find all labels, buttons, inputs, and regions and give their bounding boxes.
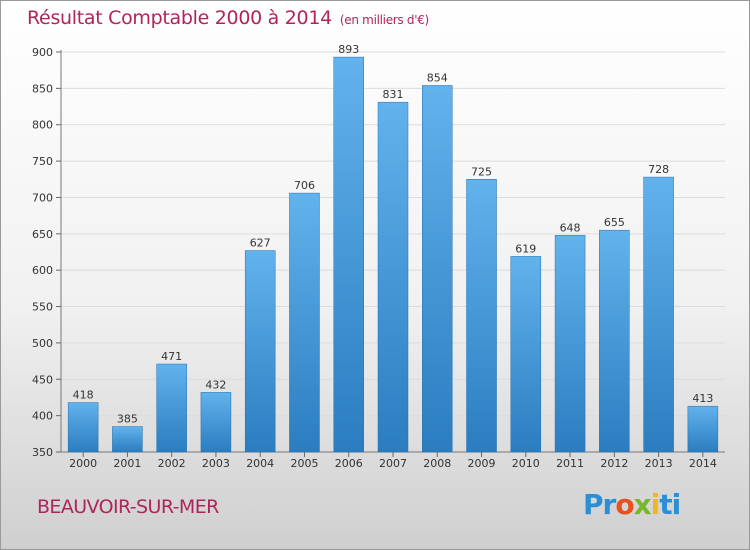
y-tick-label: 350 <box>32 446 53 459</box>
x-tick-label: 2008 <box>423 457 451 470</box>
bar <box>466 179 497 453</box>
bar <box>643 176 674 453</box>
bar-value-label: 854 <box>427 71 448 84</box>
chart-subtitle: (en milliers d'€) <box>339 13 429 27</box>
bar <box>244 250 276 453</box>
x-tick-label: 2000 <box>69 457 97 470</box>
bar <box>67 402 99 453</box>
bar-value-label: 627 <box>250 237 271 250</box>
bar <box>156 363 187 453</box>
bar <box>289 192 320 453</box>
bar <box>422 85 453 453</box>
bar-value-label: 728 <box>648 163 669 176</box>
bar <box>200 392 232 453</box>
y-tick-label: 500 <box>32 337 53 350</box>
x-tick-label: 2006 <box>335 457 363 470</box>
y-tick-label: 750 <box>32 155 53 168</box>
bar-value-label: 413 <box>692 392 713 405</box>
logo-part: i <box>650 488 661 521</box>
y-tick-label: 400 <box>32 410 53 423</box>
y-tick-label: 700 <box>32 191 53 204</box>
bar <box>510 256 542 453</box>
x-tick-label: 2011 <box>556 457 584 470</box>
x-tick-label: 2009 <box>468 457 496 470</box>
bar <box>687 405 719 453</box>
bar-value-label: 471 <box>161 350 182 363</box>
bar-value-label: 619 <box>515 242 536 255</box>
y-tick-label: 450 <box>32 373 53 386</box>
logo-part: x <box>633 488 652 521</box>
x-tick-label: 2003 <box>202 457 230 470</box>
bar <box>333 56 364 453</box>
logo-part: Pr <box>583 488 616 521</box>
bar <box>377 101 409 453</box>
bar <box>554 235 586 453</box>
bar-value-label: 432 <box>205 378 226 391</box>
x-tick-label: 2014 <box>689 457 717 470</box>
logo-part: o <box>615 488 634 521</box>
bar-value-label: 725 <box>471 165 492 178</box>
bar-value-label: 831 <box>383 88 404 101</box>
bar <box>599 229 630 453</box>
bar-value-label: 385 <box>117 413 138 426</box>
bar-value-label: 648 <box>560 221 581 234</box>
chart-title: Résultat Comptable 2000 à 2014 (en millie… <box>27 7 429 29</box>
y-tick-label: 800 <box>32 119 53 132</box>
commune-name: BEAUVOIR-SUR-MER <box>37 496 219 518</box>
x-tick-label: 2007 <box>379 457 407 470</box>
bar-value-label: 655 <box>604 216 625 229</box>
x-tick-label: 2001 <box>113 457 141 470</box>
x-tick-label: 2005 <box>290 457 318 470</box>
y-tick-label: 550 <box>32 301 53 314</box>
x-tick-label: 2010 <box>512 457 540 470</box>
proxiti-logo[interactable]: Proxiti <box>583 488 681 521</box>
x-tick-label: 2013 <box>645 457 673 470</box>
bar-value-label: 706 <box>294 179 315 192</box>
bar-value-label: 418 <box>73 389 94 402</box>
x-tick-label: 2002 <box>158 457 186 470</box>
bar-value-label: 893 <box>338 43 359 56</box>
x-tick-label: 2004 <box>246 457 274 470</box>
y-tick-label: 900 <box>32 46 53 59</box>
chart-title-text: Résultat Comptable 2000 à 2014 <box>27 7 332 29</box>
bar <box>112 426 143 453</box>
y-tick-label: 650 <box>32 228 53 241</box>
x-tick-label: 2012 <box>600 457 628 470</box>
y-tick-label: 600 <box>32 264 53 277</box>
y-tick-label: 850 <box>32 82 53 95</box>
logo-part: ti <box>659 488 681 521</box>
